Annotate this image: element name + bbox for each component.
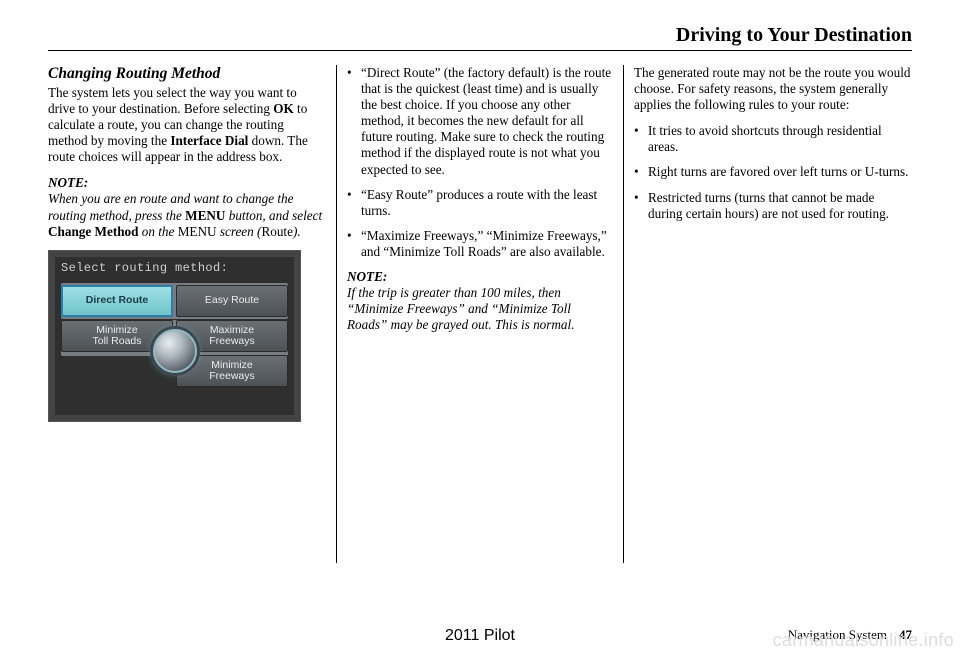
list-item: “Easy Route” produces a route with the l… [347, 187, 613, 219]
bold-text: Interface Dial [170, 133, 248, 148]
page-number: 47 [899, 627, 912, 642]
top-rule [48, 50, 912, 51]
route-option-easy[interactable]: Easy Route [176, 285, 288, 317]
text: screen ( [217, 224, 262, 239]
list-item: “Maximize Freeways,” “Minimize Freeways,… [347, 228, 613, 260]
note-label: NOTE: [347, 269, 613, 285]
interface-dial-icon [153, 329, 197, 373]
text: on the [138, 224, 177, 239]
columns: Changing Routing Method The system lets … [48, 65, 912, 563]
bold-text: Change Method [48, 224, 138, 239]
bold-text: MENU [185, 208, 225, 223]
text: Route [261, 224, 293, 239]
column-1: Changing Routing Method The system lets … [48, 65, 336, 563]
footer-label: Navigation System [788, 627, 887, 642]
list-item: Restricted turns (turns that cannot be m… [634, 190, 912, 222]
col3-bullets: It tries to avoid shortcuts through resi… [634, 123, 912, 221]
text: The system lets you select the way you w… [48, 85, 297, 116]
page-frame: Driving to Your Destination Changing Rou… [48, 20, 912, 615]
column-3: The generated route may not be the route… [624, 65, 912, 563]
text: button, and select [225, 208, 322, 223]
col2-bullets: “Direct Route” (the factory default) is … [347, 65, 613, 260]
route-option-direct[interactable]: Direct Route [61, 285, 173, 317]
note-block: NOTE: If the trip is greater than 100 mi… [347, 269, 613, 333]
footer-section: Navigation System 47 [788, 627, 912, 643]
text: ). [293, 224, 301, 239]
bold-text: OK [273, 101, 294, 116]
nav-inner: Select routing method: Direct Route Easy… [55, 257, 294, 415]
text: MENU [178, 224, 217, 239]
page-title: Driving to Your Destination [676, 24, 912, 47]
col1-para1: The system lets you select the way you w… [48, 85, 326, 165]
column-2: “Direct Route” (the factory default) is … [336, 65, 624, 563]
nav-screenshot: Select routing method: Direct Route Easy… [48, 250, 301, 422]
note-label: NOTE: [48, 175, 326, 191]
note-body: If the trip is greater than 100 miles, t… [347, 285, 613, 333]
section-heading: Changing Routing Method [48, 65, 326, 84]
note-block: NOTE: When you are en route and want to … [48, 175, 326, 239]
note-body: When you are en route and want to change… [48, 191, 326, 239]
list-item: “Direct Route” (the factory default) is … [347, 65, 613, 178]
nav-title: Select routing method: [55, 257, 294, 278]
col3-para: The generated route may not be the route… [634, 65, 912, 113]
list-item: It tries to avoid shortcuts through resi… [634, 123, 912, 155]
list-item: Right turns are favored over left turns … [634, 164, 912, 180]
